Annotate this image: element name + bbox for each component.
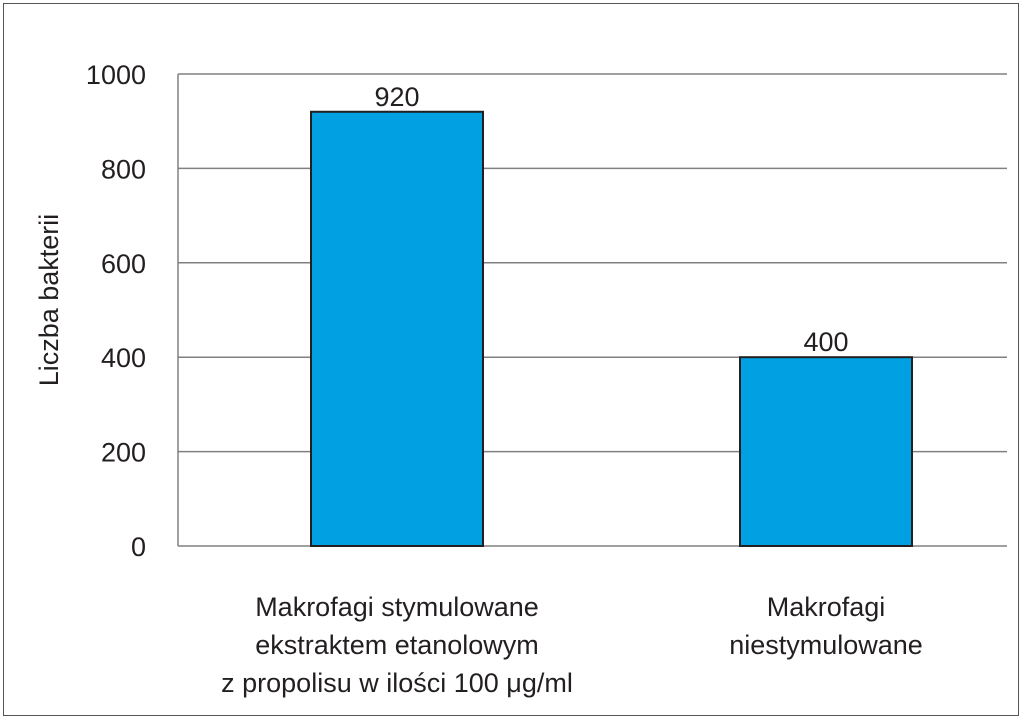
category-label-line: Makrofagi stymulowane	[255, 592, 539, 622]
bar-2	[739, 356, 913, 548]
data-label-1: 920	[374, 82, 419, 112]
category-label-line: niestymulowane	[729, 630, 923, 660]
category-label-line: z propolisu w ilości 100 μg/ml	[221, 668, 573, 698]
y-tick-label: 400	[101, 343, 146, 373]
bar-1	[310, 110, 484, 547]
y-tick-label: 1000	[86, 60, 146, 90]
y-tick-label: 600	[101, 249, 146, 279]
y-axis-title: Liczba bakterii	[34, 214, 64, 387]
category-label-1: Makrofagi stymulowane ekstraktem etanolow…	[221, 592, 573, 698]
y-tick-label: 0	[131, 532, 146, 562]
y-tick-label: 800	[101, 154, 146, 184]
y-tick-label: 200	[101, 438, 146, 468]
category-label-line: ekstraktem etanolowym	[255, 630, 539, 660]
data-label-2: 400	[803, 327, 848, 357]
category-label-2: Makrofagi niestymulowane	[729, 592, 923, 660]
category-label-line: Makrofagi	[767, 592, 886, 622]
